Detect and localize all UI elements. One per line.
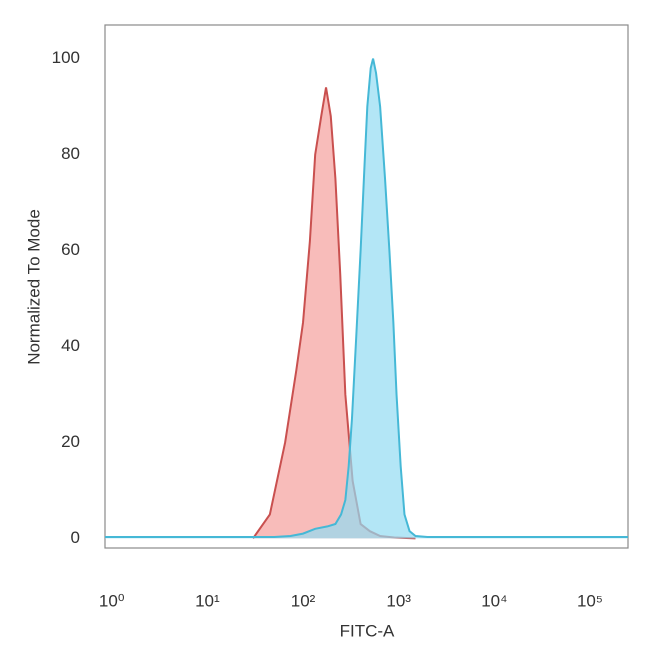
- series-line: [105, 58, 628, 538]
- y-tick-label: 100: [52, 48, 80, 67]
- x-tick-label: 10³: [386, 591, 411, 610]
- area-fill: [105, 58, 628, 539]
- y-tick-label: 60: [61, 240, 80, 259]
- x-tick-label: 10⁴: [481, 591, 507, 610]
- x-tick-label: 10⁰: [99, 591, 125, 610]
- y-tick-label: 80: [61, 144, 80, 163]
- y-tick-label: 0: [71, 528, 80, 547]
- x-axis-label: FITC-A: [340, 621, 395, 640]
- y-axis-label: Normalized To Mode: [24, 209, 43, 365]
- area-fill: [253, 87, 416, 539]
- x-tick-label: 10⁵: [577, 591, 603, 610]
- x-tick-label: 10²: [291, 591, 316, 610]
- y-tick-label: 40: [61, 336, 80, 355]
- y-tick-label: 20: [61, 432, 80, 451]
- x-tick-label: 10¹: [195, 591, 220, 610]
